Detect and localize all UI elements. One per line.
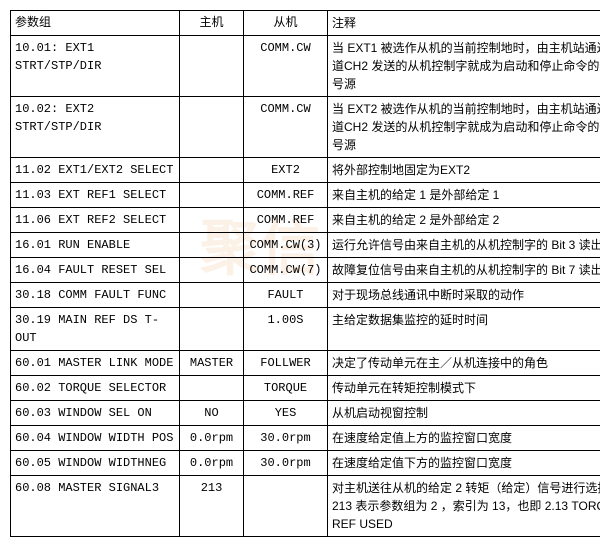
cell-host: 0.0rpm — [180, 426, 244, 451]
header-note: 注释 — [328, 11, 600, 36]
table-row: 16.04 FAULT RESET SEL COMM.CW(7)故障复位信号由来自… — [11, 258, 600, 283]
cell-note: 从机启动视窗控制 — [328, 401, 600, 426]
table-header-row: 参数组 主机 从机 注释 — [11, 11, 600, 36]
cell-note: 决定了传动单元在主／从机连接中的角色 — [328, 351, 600, 376]
cell-param: 30.18 COMM FAULT FUNC — [11, 283, 180, 308]
cell-host: NO — [180, 401, 244, 426]
cell-slave: FOLLWER — [244, 351, 328, 376]
cell-slave: COMM.CW — [244, 97, 328, 158]
cell-param: 30.19 MAIN REF DS T-OUT — [11, 308, 180, 351]
cell-slave: COMM.CW — [244, 36, 328, 97]
cell-slave: EXT2 — [244, 158, 328, 183]
cell-host — [180, 183, 244, 208]
cell-param: 16.04 FAULT RESET SEL — [11, 258, 180, 283]
params-table: 参数组 主机 从机 注释 10.01: EXT1 STRT/STP/DIR COM… — [10, 10, 600, 537]
cell-host — [180, 97, 244, 158]
table-row: 60.02 TORQUE SELECTOR TORQUE传动单元在转矩控制模式下 — [11, 376, 600, 401]
cell-param: 60.04 WINDOW WIDTH POS — [11, 426, 180, 451]
cell-param: 60.03 WINDOW SEL ON — [11, 401, 180, 426]
cell-slave: FAULT — [244, 283, 328, 308]
cell-note: 当 EXT2 被选作从机的当前控制地时，由主机站通过通道CH2 发送的从机控制字… — [328, 97, 600, 158]
table-row: 60.08 MASTER SIGNAL3213 对主机送往从机的给定 2 转矩（给… — [11, 476, 600, 537]
cell-host: 213 — [180, 476, 244, 537]
cell-slave: COMM.CW(7) — [244, 258, 328, 283]
cell-host — [180, 308, 244, 351]
cell-param: 60.05 WINDOW WIDTHNEG — [11, 451, 180, 476]
cell-slave: YES — [244, 401, 328, 426]
table-row: 60.05 WINDOW WIDTHNEG0.0rpm30.0rpm在速度给定值… — [11, 451, 600, 476]
cell-note: 在速度给定值上方的监控窗口宽度 — [328, 426, 600, 451]
cell-param: 60.02 TORQUE SELECTOR — [11, 376, 180, 401]
cell-host — [180, 283, 244, 308]
table-row: 60.01 MASTER LINK MODEMASTERFOLLWER决定了传动… — [11, 351, 600, 376]
cell-host — [180, 36, 244, 97]
table-row: 16.01 RUN ENABLE COMM.CW(3)运行允许信号由来自主机的从机… — [11, 233, 600, 258]
cell-note: 来自主机的给定 1 是外部给定 1 — [328, 183, 600, 208]
cell-host — [180, 258, 244, 283]
cell-note: 对于现场总线通讯中断时采取的动作 — [328, 283, 600, 308]
cell-host: 0.0rpm — [180, 451, 244, 476]
cell-host — [180, 208, 244, 233]
header-host: 主机 — [180, 11, 244, 36]
cell-slave: 30.0rpm — [244, 426, 328, 451]
cell-param: 60.08 MASTER SIGNAL3 — [11, 476, 180, 537]
table-row: 11.02 EXT1/EXT2 SELECT EXT2将外部控制地固定为EXT2 — [11, 158, 600, 183]
cell-param: 60.01 MASTER LINK MODE — [11, 351, 180, 376]
table-row: 30.19 MAIN REF DS T-OUT 1.00S主给定数据集监控的延时时… — [11, 308, 600, 351]
cell-note: 来自主机的给定 2 是外部给定 2 — [328, 208, 600, 233]
cell-note: 运行允许信号由来自主机的从机控制字的 Bit 3 读出 — [328, 233, 600, 258]
cell-note: 故障复位信号由来自主机的从机控制字的 Bit 7 读出 — [328, 258, 600, 283]
cell-host — [180, 158, 244, 183]
cell-note: 主给定数据集监控的延时时间 — [328, 308, 600, 351]
cell-slave: 1.00S — [244, 308, 328, 351]
header-param: 参数组 — [11, 11, 180, 36]
cell-host — [180, 376, 244, 401]
cell-slave: 30.0rpm — [244, 451, 328, 476]
cell-slave — [244, 476, 328, 537]
cell-param: 10.02: EXT2 STRT/STP/DIR — [11, 97, 180, 158]
cell-note: 当 EXT1 被选作从机的当前控制地时，由主机站通过通道CH2 发送的从机控制字… — [328, 36, 600, 97]
cell-note: 将外部控制地固定为EXT2 — [328, 158, 600, 183]
cell-slave: COMM.CW(3) — [244, 233, 328, 258]
table-row: 60.03 WINDOW SEL ONNOYES从机启动视窗控制 — [11, 401, 600, 426]
cell-note: 在速度给定值下方的监控窗口宽度 — [328, 451, 600, 476]
table-row: 10.02: EXT2 STRT/STP/DIR COMM.CW当 EXT2 被选… — [11, 97, 600, 158]
cell-param: 11.03 EXT REF1 SELECT — [11, 183, 180, 208]
cell-slave: COMM.REF — [244, 183, 328, 208]
cell-note: 传动单元在转矩控制模式下 — [328, 376, 600, 401]
cell-note: 对主机送往从机的给定 2 转矩（给定）信号进行选择，213 表示参数组为 2 ，… — [328, 476, 600, 537]
cell-param: 10.01: EXT1 STRT/STP/DIR — [11, 36, 180, 97]
cell-slave: TORQUE — [244, 376, 328, 401]
header-slave: 从机 — [244, 11, 328, 36]
table-row: 11.06 EXT REF2 SELECT COMM.REF来自主机的给定 2 是… — [11, 208, 600, 233]
table-row: 60.04 WINDOW WIDTH POS0.0rpm30.0rpm在速度给定… — [11, 426, 600, 451]
cell-host: MASTER — [180, 351, 244, 376]
cell-host — [180, 233, 244, 258]
cell-slave: COMM.REF — [244, 208, 328, 233]
table-body: 10.01: EXT1 STRT/STP/DIR COMM.CW当 EXT1 被选… — [11, 36, 600, 537]
cell-param: 11.02 EXT1/EXT2 SELECT — [11, 158, 180, 183]
table-row: 10.01: EXT1 STRT/STP/DIR COMM.CW当 EXT1 被选… — [11, 36, 600, 97]
table-row: 30.18 COMM FAULT FUNC FAULT对于现场总线通讯中断时采取的… — [11, 283, 600, 308]
table-row: 11.03 EXT REF1 SELECT COMM.REF来自主机的给定 1 是… — [11, 183, 600, 208]
cell-param: 16.01 RUN ENABLE — [11, 233, 180, 258]
cell-param: 11.06 EXT REF2 SELECT — [11, 208, 180, 233]
